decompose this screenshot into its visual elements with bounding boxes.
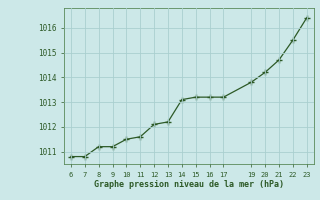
X-axis label: Graphe pression niveau de la mer (hPa): Graphe pression niveau de la mer (hPa) [94, 180, 284, 189]
